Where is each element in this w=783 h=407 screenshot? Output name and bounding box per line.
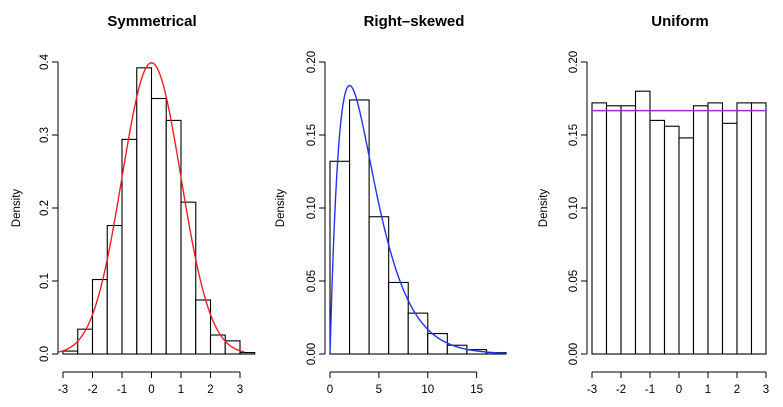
histogram-bar — [150, 97, 167, 355]
histogram-bar — [62, 350, 79, 355]
x-tick-label: 15 — [470, 384, 483, 396]
histogram-bar — [195, 299, 212, 355]
y-tick-label: 0.00 — [568, 343, 580, 365]
histogram-bar — [707, 102, 724, 355]
histogram-bar — [678, 137, 695, 355]
histogram-bar — [605, 105, 622, 355]
histogram-bar — [663, 125, 680, 355]
y-tick-label: 0.10 — [568, 197, 580, 219]
x-tick-label: 3 — [237, 384, 243, 396]
chart-panel-2: Right–skewed Density 0.00 0.05 0.10 0.15 0.20 0… — [275, 13, 507, 396]
histogram-bar — [106, 224, 123, 355]
x-tick-label: -3 — [587, 384, 597, 396]
y-axis-label: Density — [11, 189, 23, 228]
y-tick-label: 0.10 — [306, 197, 318, 219]
y-axis-label: Density — [275, 189, 287, 228]
y-axis-label: Density — [538, 189, 550, 228]
histogram-bar — [591, 102, 608, 355]
y-tick-label: 0.4 — [39, 53, 51, 70]
x-tick-label: -3 — [58, 384, 68, 396]
histogram-bar — [427, 333, 448, 355]
x-tick-label: 5 — [376, 384, 382, 396]
y-tick-label: 0.05 — [306, 270, 318, 292]
y-tick-label: 0.0 — [39, 346, 51, 362]
x-tick-label: 0 — [148, 384, 154, 396]
histogram-bar — [121, 138, 138, 355]
chart-title: Uniform — [651, 13, 709, 30]
density-curve — [329, 84, 507, 355]
histogram-bar — [136, 67, 153, 355]
x-tick-label: 1 — [705, 384, 711, 396]
chart-title: Symmetrical — [107, 13, 196, 30]
y-tick-label: 0.20 — [306, 51, 318, 73]
histogram-bar — [721, 122, 738, 355]
histogram-bar — [692, 105, 709, 355]
x-tick-label: 2 — [734, 384, 740, 396]
y-tick-label: 0.20 — [568, 51, 580, 73]
histogram-bar — [180, 201, 197, 355]
x-tick-label: 10 — [421, 384, 434, 396]
histogram-bar — [239, 351, 256, 355]
x-tick-label: 0 — [327, 384, 333, 396]
chart-panel-3: Uniform Density 0.00 0.05 0.10 0.15 0.20 -3 -2 -1… — [538, 13, 769, 396]
x-tick-label: -1 — [645, 384, 655, 396]
y-tick-label: 0.3 — [39, 127, 51, 143]
x-tick-label: 0 — [676, 384, 682, 396]
y-tick-label: 0.2 — [39, 200, 51, 216]
y-tick-label: 0.15 — [568, 124, 580, 146]
x-tick-label: 2 — [207, 384, 213, 396]
chart-panel-1: Symmetrical Density 0.0 0.1 0.2 0.3 0.4 -3 -2 -1 0… — [11, 13, 256, 396]
histogram-bar — [620, 105, 637, 355]
histogram-bar — [349, 99, 370, 355]
y-tick-label: 0.00 — [306, 343, 318, 365]
histogram-bar — [736, 102, 753, 355]
histogram-bar — [750, 102, 767, 355]
chart-title: Right–skewed — [364, 13, 465, 30]
y-tick-label: 0.15 — [306, 124, 318, 146]
histogram-bar — [77, 328, 94, 355]
x-tick-label: -2 — [616, 384, 626, 396]
y-tick-label: 0.1 — [39, 273, 51, 289]
histogram-bar — [649, 119, 666, 355]
histogram-bar — [165, 119, 182, 355]
x-tick-label: 1 — [178, 384, 184, 396]
histogram-bar — [368, 216, 390, 355]
density-curve — [58, 62, 245, 353]
x-tick-label: -2 — [87, 384, 97, 396]
x-tick-label: -1 — [117, 384, 127, 396]
histogram-bar — [407, 312, 429, 355]
x-tick-label: 3 — [763, 384, 769, 396]
y-tick-label: 0.05 — [568, 270, 580, 292]
histogram-bar — [634, 90, 651, 355]
